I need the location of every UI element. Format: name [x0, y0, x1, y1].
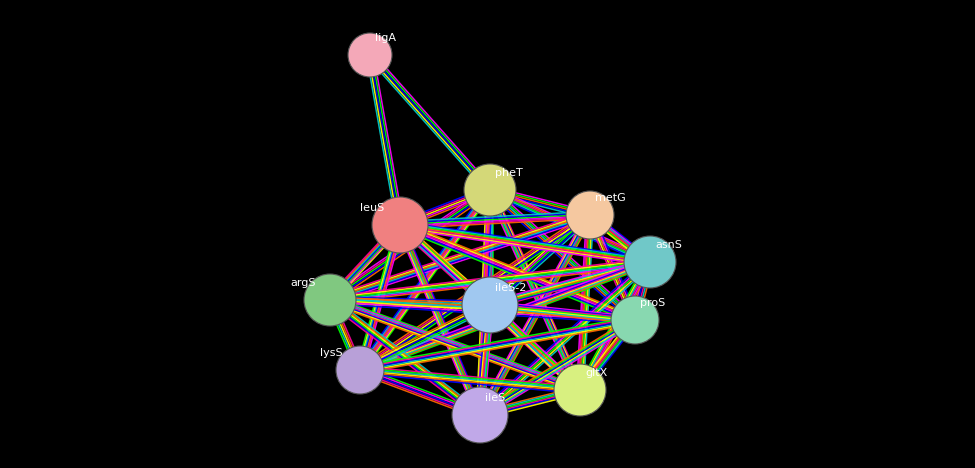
- Circle shape: [304, 274, 356, 326]
- Circle shape: [336, 346, 384, 394]
- Text: pheT: pheT: [495, 168, 523, 178]
- Text: ileS-2: ileS-2: [495, 283, 526, 293]
- Circle shape: [554, 364, 606, 416]
- Circle shape: [348, 33, 392, 77]
- Text: lysS: lysS: [320, 348, 342, 358]
- Text: ligA: ligA: [375, 33, 396, 43]
- Text: argS: argS: [290, 278, 316, 288]
- Circle shape: [452, 387, 508, 443]
- Text: leuS: leuS: [360, 203, 384, 213]
- Text: ileS: ileS: [485, 393, 505, 403]
- Circle shape: [624, 236, 676, 288]
- Text: asnS: asnS: [655, 240, 682, 250]
- Circle shape: [611, 296, 659, 344]
- Circle shape: [464, 164, 516, 216]
- Circle shape: [462, 277, 518, 333]
- Text: proS: proS: [640, 298, 665, 308]
- Text: gltX: gltX: [585, 368, 607, 378]
- Circle shape: [372, 197, 428, 253]
- Text: metG: metG: [595, 193, 626, 203]
- Circle shape: [566, 191, 614, 239]
